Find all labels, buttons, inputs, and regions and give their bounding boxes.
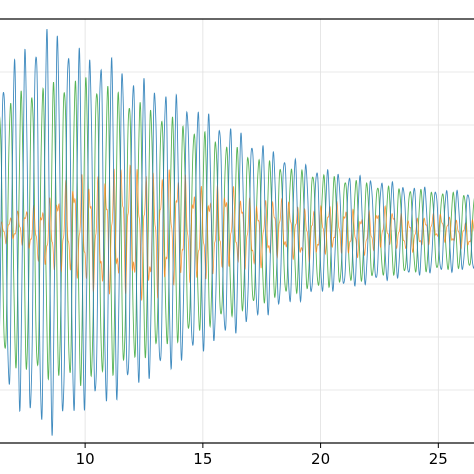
- series-line-0: [0, 28, 474, 436]
- grid: [0, 19, 474, 443]
- x-tick-label: 10: [76, 450, 95, 468]
- x-axis: 10 15 20 25: [76, 443, 448, 468]
- series-group: [0, 28, 474, 436]
- axes-frame: [0, 18, 474, 444]
- series-line-1: [0, 77, 474, 386]
- x-tick-label: 20: [311, 450, 330, 468]
- series-line-2: [0, 164, 474, 301]
- x-tick-label: 15: [193, 450, 212, 468]
- x-tick-label: 25: [429, 450, 448, 468]
